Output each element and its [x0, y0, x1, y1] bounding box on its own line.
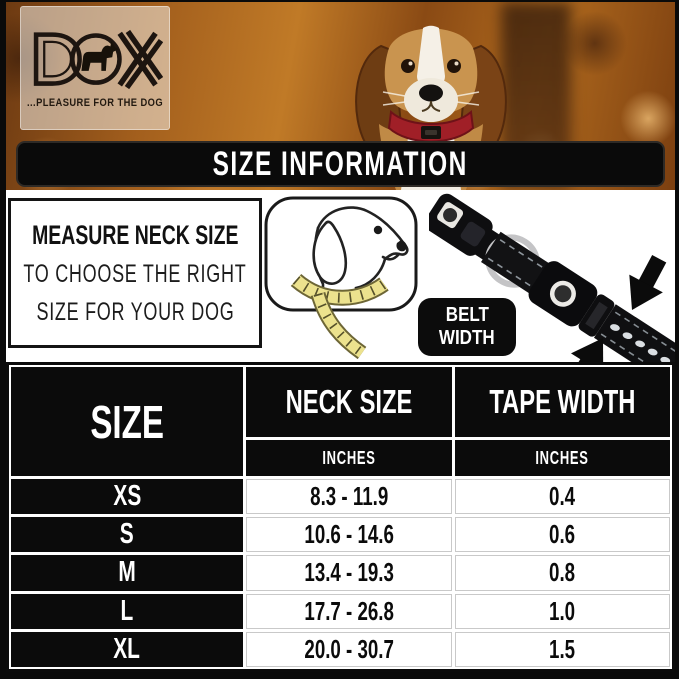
belt-width-label-line1: BELT: [445, 304, 489, 326]
size-information-banner: SIZE INFORMATION: [16, 141, 665, 187]
collar-product-illustration: [429, 193, 675, 362]
row-s-size: S: [11, 517, 243, 553]
row-xs-tape: 0.4: [455, 479, 670, 515]
dog-silhouette-icon: [81, 40, 119, 71]
collar-belt: [593, 304, 675, 362]
measure-instructions-box: MEASURE NECK SIZE TO CHOOSE THE RIGHT SI…: [8, 198, 262, 348]
instruction-line-2: TO CHOOSE THE RIGHT: [23, 259, 247, 288]
brand-logo-panel: ...PLEASURE FOR THE DOG: [20, 6, 170, 130]
belt-width-arrow-down: [629, 255, 667, 310]
instruction-line-3: SIZE FOR YOUR DOG: [36, 297, 234, 326]
header-tape-width: TAPE WIDTH: [455, 367, 670, 437]
header-neck-size: NECK SIZE: [246, 367, 452, 437]
measuring-tape-icon: [290, 273, 389, 360]
row-xl-neck: 20.0 - 30.7: [246, 631, 452, 667]
unit-neck-inches: INCHES: [246, 440, 452, 476]
belt-width-arrow-up: [565, 338, 604, 362]
row-m-neck: 13.4 - 19.3: [246, 555, 452, 591]
row-l-tape: 1.0: [455, 593, 670, 629]
row-s-tape: 0.6: [455, 517, 670, 553]
dog-neck-measure-illustration: [264, 196, 418, 360]
row-xs-size: XS: [11, 479, 243, 515]
unit-tape-inches: INCHES: [455, 440, 670, 476]
row-m-size: M: [11, 555, 243, 591]
banner-title: SIZE INFORMATION: [212, 144, 469, 183]
row-l-neck: 17.7 - 26.8: [246, 593, 452, 629]
dox-logo-icon: [33, 29, 163, 90]
row-xl-tape: 1.5: [455, 631, 670, 667]
row-l-size: L: [11, 593, 243, 629]
size-table: SIZE NECK SIZE TAPE WIDTH INCHES INCHES …: [6, 362, 675, 672]
dog-eye: [373, 225, 383, 235]
belt-width-label: BELT WIDTH: [418, 298, 516, 356]
row-xl-size: XL: [11, 631, 243, 667]
row-m-tape: 0.8: [455, 555, 670, 591]
brand-tagline: ...PLEASURE FOR THE DOG: [27, 97, 164, 109]
instruction-line-1: MEASURE NECK SIZE: [31, 219, 239, 250]
header-size: SIZE: [11, 367, 243, 476]
instruction-section: MEASURE NECK SIZE TO CHOOSE THE RIGHT SI…: [6, 190, 675, 362]
belt-width-label-line2: WIDTH: [439, 327, 495, 349]
photo-header: ...PLEASURE FOR THE DOG SIZE INFORMATION: [6, 2, 675, 190]
row-xs-neck: 8.3 - 11.9: [246, 479, 452, 515]
row-s-neck: 10.6 - 14.6: [246, 517, 452, 553]
